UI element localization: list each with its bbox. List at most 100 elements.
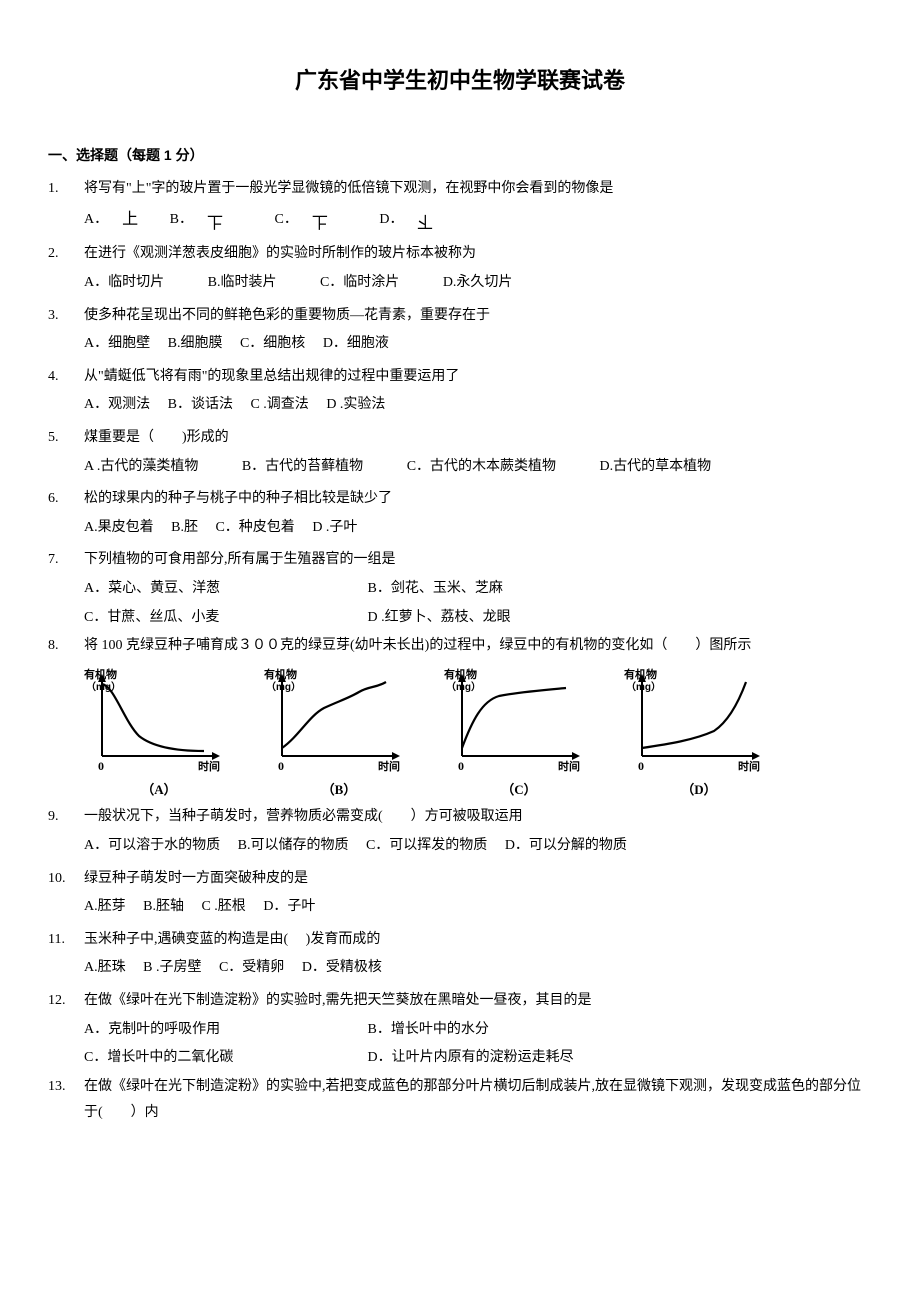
svg-text:0: 0 [98, 759, 104, 773]
opt-a: A．菜心、黄豆、洋葱 [84, 576, 364, 603]
question-2: 2. 在进行《观测洋葱表皮细胞》的实验时所制作的玻片标本被称为 [48, 241, 872, 268]
opt-a: A．临时切片 [84, 270, 164, 297]
question-13: 13. 在做《绿叶在光下制造淀粉》的实验中,若把变成蓝色的那部分叶片横切后制成装… [48, 1074, 872, 1127]
opt-d: D．受精极核 [302, 955, 382, 982]
q9-options: A．可以溶于水的物质 B.可以储存的物质 C．可以挥发的物质 D．可以分解的物质 [48, 833, 872, 860]
q-text: 玉米种子中,遇碘变蓝的构造是由( )发育而成的 [84, 927, 872, 954]
q10-options: A.胚芽 B.胚轴 C .胚根 D．子叶 [48, 894, 872, 921]
opt-c: C．甘蔗、丝瓜、小麦 [84, 605, 364, 632]
q7-options: A．菜心、黄豆、洋葱 B．剑花、玉米、芝麻 C．甘蔗、丝瓜、小麦 D .红萝卜、… [48, 576, 872, 631]
opt-d: D．可以分解的物质 [505, 833, 627, 860]
q-number: 6. [48, 486, 84, 513]
opt-d: D.永久切片 [443, 270, 513, 297]
q-text: 将写有"上"字的玻片置于一般光学显微镜的低倍镜下观测，在视野中你会看到的物像是 [84, 176, 872, 203]
q-text: 下列植物的可食用部分,所有属于生殖器官的一组是 [84, 547, 872, 574]
q-number: 8. [48, 633, 84, 660]
chart-label: （D） [624, 778, 774, 803]
q-number: 9. [48, 804, 84, 831]
chart-d: 有机物 （mg） 0 时间 （D） [624, 666, 774, 803]
q-number: 11. [48, 927, 84, 954]
opt-d: D．细胞液 [323, 331, 389, 358]
chart-c: 有机物 （mg） 0 时间 （C） [444, 666, 594, 803]
q6-options: A.果皮包着 B.胚 C．种皮包着 D .子叶 [48, 515, 872, 542]
chart-label: （C） [444, 778, 594, 803]
opt-b: B.细胞膜 [168, 331, 223, 358]
q-text: 将 100 克绿豆种子哺育成３００克的绿豆芽(幼叶未长出)的过程中，绿豆中的有机… [84, 633, 872, 660]
opt-a: A．克制叶的呼吸作用 [84, 1017, 364, 1044]
opt-d: D．子叶 [263, 894, 315, 921]
opt-b: B．剑花、玉米、芝麻 [368, 576, 648, 603]
opt-a: A.胚芽 [84, 894, 126, 921]
opt-a: A.果皮包着 [84, 515, 154, 542]
q1-options: A．上 B．上 C．上 D．下 [48, 205, 872, 235]
opt-b: B．增长叶中的水分 [368, 1017, 648, 1044]
opt-b: B.临时装片 [208, 270, 277, 297]
q-number: 1. [48, 176, 84, 203]
q-number: 10. [48, 866, 84, 893]
q-text: 煤重要是（ )形成的 [84, 425, 872, 452]
opt-d: D .子叶 [312, 515, 357, 542]
svg-text:时间: 时间 [198, 759, 220, 773]
svg-text:0: 0 [638, 759, 644, 773]
q8-charts: 有机物 （mg） 0 时间 （A） 有机物 （mg） 0 时间 （B） 有机物 … [48, 666, 872, 803]
opt-c: C .调查法 [250, 392, 308, 419]
svg-text:0: 0 [458, 759, 464, 773]
opt-c: C．细胞核 [240, 331, 305, 358]
q-number: 7. [48, 547, 84, 574]
q-text: 在做《绿叶在光下制造淀粉》的实验时,需先把天竺葵放在黑暗处一昼夜，其目的是 [84, 988, 872, 1015]
opt-d: D．让叶片内原有的淀粉运走耗尽 [368, 1045, 648, 1072]
opt-a: A .古代的藻类植物 [84, 454, 198, 481]
opt-c: C．上 [275, 205, 342, 235]
svg-text:0: 0 [278, 759, 284, 773]
svg-text:时间: 时间 [558, 759, 580, 773]
q3-options: A．细胞壁 B.细胞膜 C．细胞核 D．细胞液 [48, 331, 872, 358]
opt-b: B．谈话法 [168, 392, 233, 419]
question-7: 7. 下列植物的可食用部分,所有属于生殖器官的一组是 [48, 547, 872, 574]
question-9: 9. 一般状况下，当种子萌发时，营养物质必需变成( ）方可被吸取运用 [48, 804, 872, 831]
q-text: 从"蜻蜓低飞将有雨"的现象里总结出规律的过程中重要运用了 [84, 364, 872, 391]
opt-b: B.胚轴 [143, 894, 184, 921]
q-number: 4. [48, 364, 84, 391]
question-8: 8. 将 100 克绿豆种子哺育成３００克的绿豆芽(幼叶未长出)的过程中，绿豆中… [48, 633, 872, 660]
opt-a: A．可以溶于水的物质 [84, 833, 220, 860]
opt-c: C．增长叶中的二氧化碳 [84, 1045, 364, 1072]
question-6: 6. 松的球果内的种子与桃子中的种子相比较是缺少了 [48, 486, 872, 513]
opt-c: C．古代的木本蕨类植物 [407, 454, 556, 481]
q-number: 3. [48, 303, 84, 330]
opt-a: A．细胞壁 [84, 331, 150, 358]
question-1: 1. 将写有"上"字的玻片置于一般光学显微镜的低倍镜下观测，在视野中你会看到的物… [48, 176, 872, 203]
q-text: 一般状况下，当种子萌发时，营养物质必需变成( ）方可被吸取运用 [84, 804, 872, 831]
q12-options: A．克制叶的呼吸作用 B．增长叶中的水分 C．增长叶中的二氧化碳 D．让叶片内原… [48, 1017, 872, 1072]
q-text: 松的球果内的种子与桃子中的种子相比较是缺少了 [84, 486, 872, 513]
opt-a: A．观测法 [84, 392, 150, 419]
opt-c: C．可以挥发的物质 [366, 833, 487, 860]
q-number: 12. [48, 988, 84, 1015]
opt-b: B．古代的苔藓植物 [242, 454, 363, 481]
question-4: 4. 从"蜻蜓低飞将有雨"的现象里总结出规律的过程中重要运用了 [48, 364, 872, 391]
q11-options: A.胚珠 B .子房壁 C．受精卵 D．受精极核 [48, 955, 872, 982]
opt-b: B.胚 [171, 515, 198, 542]
opt-c: C .胚根 [201, 894, 245, 921]
chart-label: （B） [264, 778, 414, 803]
question-10: 10. 绿豆种子萌发时一方面突破种皮的是 [48, 866, 872, 893]
q-text: 在做《绿叶在光下制造淀粉》的实验中,若把变成蓝色的那部分叶片横切后制成装片,放在… [84, 1074, 872, 1127]
q-text: 绿豆种子萌发时一方面突破种皮的是 [84, 866, 872, 893]
section-heading: 一、选择题（每题 1 分） [48, 142, 872, 169]
opt-d: D.古代的草本植物 [600, 454, 712, 481]
svg-text:时间: 时间 [738, 759, 760, 773]
q-number: 13. [48, 1074, 84, 1127]
q-text: 在进行《观测洋葱表皮细胞》的实验时所制作的玻片标本被称为 [84, 241, 872, 268]
opt-b: B .子房壁 [143, 955, 201, 982]
chart-a: 有机物 （mg） 0 时间 （A） [84, 666, 234, 803]
q-text: 使多种花呈现出不同的鲜艳色彩的重要物质—花青素，重要存在于 [84, 303, 872, 330]
question-5: 5. 煤重要是（ )形成的 [48, 425, 872, 452]
opt-a: A．上 [84, 205, 152, 235]
opt-d: D．下 [379, 205, 447, 235]
opt-c: C．种皮包着 [215, 515, 294, 542]
q2-options: A．临时切片 B.临时装片 C．临时涂片 D.永久切片 [48, 270, 872, 297]
q-number: 2. [48, 241, 84, 268]
q-number: 5. [48, 425, 84, 452]
chart-b: 有机物 （mg） 0 时间 （B） [264, 666, 414, 803]
q4-options: A．观测法 B．谈话法 C .调查法 D .实验法 [48, 392, 872, 419]
opt-a: A.胚珠 [84, 955, 126, 982]
